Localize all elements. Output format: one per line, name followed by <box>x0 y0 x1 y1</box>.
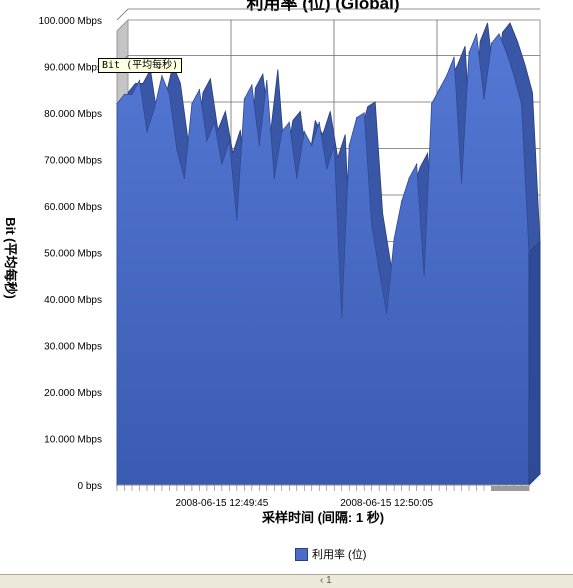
gridline-y-depth <box>116 8 129 21</box>
data-point <box>266 79 268 82</box>
y-tick-label: 50.000 Mbps <box>44 249 102 260</box>
status-bar: ‹ 1 <box>0 574 573 588</box>
data-point <box>498 33 500 35</box>
data-point <box>296 177 298 179</box>
data-point <box>303 131 305 133</box>
data-point <box>438 89 440 91</box>
legend: 利用率 (位) <box>295 546 366 562</box>
data-point <box>288 121 290 123</box>
data-point <box>131 93 133 95</box>
legend-swatch <box>295 547 308 561</box>
x-tick-label: 2008-06-15 12:49:45 <box>175 498 268 509</box>
data-point <box>243 98 245 100</box>
x-axis: 2008-06-15 12:49:45 2008-06-15 12:50:05 <box>116 484 530 509</box>
tooltip: Bit (平均每秒) <box>98 58 183 73</box>
y-tick-label: 60.000 Mbps <box>44 202 102 213</box>
data-point <box>318 121 320 123</box>
data-point <box>176 149 178 151</box>
data-point <box>221 163 223 165</box>
x-axis-scroll-thumb <box>491 486 529 491</box>
data-point <box>356 117 358 119</box>
data-point <box>408 177 410 179</box>
data-point <box>138 79 141 82</box>
data-point <box>311 144 313 147</box>
y-tick-label: 0 bps <box>78 481 102 492</box>
data-point <box>251 84 253 86</box>
status-bar-text: ‹ 1 <box>320 575 332 586</box>
data-point <box>505 51 508 54</box>
y-tick-label: 10.000 Mbps <box>44 435 102 446</box>
series-area-side <box>528 240 541 486</box>
data-point <box>198 89 200 91</box>
data-point <box>153 107 156 109</box>
data-point <box>431 103 433 105</box>
data-point <box>206 140 208 142</box>
data-point <box>393 237 395 240</box>
x-tick-label: 2008-06-15 12:50:05 <box>340 498 433 509</box>
data-point <box>401 200 403 202</box>
data-point <box>258 144 260 147</box>
data-point <box>183 177 186 179</box>
data-point <box>528 251 530 254</box>
data-point <box>378 270 380 272</box>
data-point <box>168 93 171 95</box>
data-point <box>146 131 148 133</box>
data-point <box>475 33 478 35</box>
data-point <box>161 75 163 77</box>
y-tick-label: 70.000 Mbps <box>44 156 102 167</box>
data-point <box>520 103 523 105</box>
data-point <box>213 121 215 123</box>
data-point <box>326 168 328 170</box>
data-point <box>371 224 373 226</box>
data-point <box>116 103 118 105</box>
data-point <box>236 219 238 221</box>
chart-title: 利用率 (位) (Global) <box>247 0 400 13</box>
data-point <box>363 112 365 114</box>
data-point <box>513 75 515 77</box>
data-point <box>386 312 388 314</box>
data-point <box>453 56 455 58</box>
y-tick-label: 20.000 Mbps <box>44 388 102 399</box>
data-point <box>423 275 425 277</box>
data-point <box>281 131 283 133</box>
y-axis-label: Bit (平均每秒) <box>3 217 18 299</box>
y-tick-label: 40.000 Mbps <box>44 295 102 306</box>
data-point <box>333 144 335 147</box>
data-point <box>416 163 418 165</box>
series-area <box>116 22 541 486</box>
data-point <box>446 75 448 77</box>
data-point <box>228 140 230 142</box>
data-point <box>348 144 350 147</box>
y-tick-label: 90.000 Mbps <box>44 63 102 74</box>
y-axis: 0 bps 10.000 Mbps 20.000 Mbps 30.000 Mbps 40… <box>39 16 102 492</box>
data-point <box>490 42 493 44</box>
data-point <box>341 317 343 319</box>
data-point <box>483 98 485 100</box>
data-point <box>273 177 275 179</box>
data-point <box>468 51 470 54</box>
series-layer <box>116 22 541 486</box>
legend-label: 利用率 (位) <box>312 549 367 561</box>
y-tick-label: 30.000 Mbps <box>44 342 102 353</box>
data-point <box>191 103 193 105</box>
y-tick-label: 100.000 Mbps <box>39 16 102 27</box>
data-point <box>123 93 126 95</box>
x-axis-label: 采样时间 (间隔: 1 秒) <box>261 510 384 525</box>
data-point <box>460 182 463 184</box>
y-tick-label: 80.000 Mbps <box>44 109 102 120</box>
